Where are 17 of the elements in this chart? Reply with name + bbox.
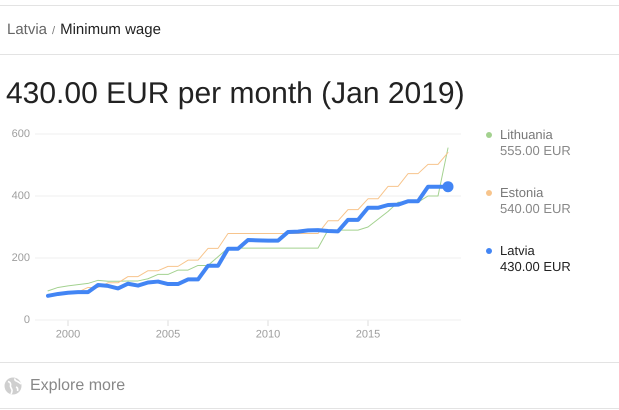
- text: 430.00 EUR: [500, 259, 571, 275]
- chart-title: 430.00 EUR per month (Jan 2019): [6, 76, 465, 112]
- chart-subtitle: Latvia / Minimum wage: [7, 21, 161, 38]
- y-tick-label: 400: [12, 190, 30, 202]
- legend-label: Estonia: [500, 185, 544, 201]
- text: Explore more: [30, 377, 126, 395]
- y-tick-label: 200: [12, 252, 30, 264]
- y-tick-label: 0: [24, 314, 30, 326]
- x-tick-label: 2000: [56, 328, 80, 341]
- legend-label: Lithuania: [500, 127, 553, 143]
- text: 555.00 EUR: [500, 143, 571, 159]
- y-tick-label: 600: [12, 128, 30, 140]
- legend-label: Latvia: [500, 243, 535, 259]
- x-tick-label: 2015: [356, 328, 380, 341]
- x-tick-label: 2010: [256, 328, 280, 341]
- x-tick-label: 2005: [156, 328, 180, 341]
- text: 540.00 EUR: [500, 201, 571, 217]
